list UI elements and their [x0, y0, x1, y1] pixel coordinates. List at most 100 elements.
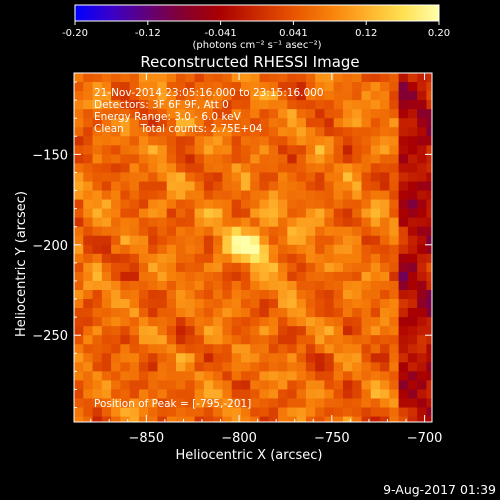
heatmap-cell [129, 109, 140, 119]
heatmap-cell [120, 217, 131, 228]
heatmap-cell [361, 154, 372, 165]
heatmap-cell [407, 190, 418, 201]
heatmap-image [74, 73, 432, 422]
heatmap-cell [148, 163, 159, 174]
heatmap-cell [305, 91, 316, 101]
heatmap-cell [250, 253, 261, 264]
heatmap-cell [278, 217, 288, 228]
heatmap-cell [278, 127, 288, 137]
heatmap-cell [111, 235, 121, 246]
heatmap-cell [203, 335, 214, 345]
heatmap-cell [417, 407, 428, 418]
heatmap-cell [278, 308, 288, 318]
heatmap-cell [176, 172, 186, 183]
heatmap-cell [176, 344, 186, 354]
heatmap-cell [83, 344, 94, 354]
heatmap-cell [129, 344, 140, 354]
heatmap-cell [315, 73, 326, 83]
heatmap-cell [352, 416, 363, 422]
heatmap-cell [222, 163, 233, 174]
heatmap-cell [74, 100, 84, 110]
heatmap-cell [296, 217, 307, 228]
heatmap-cell [203, 100, 214, 110]
heatmap-cell [213, 145, 223, 155]
heatmap-cell [185, 362, 196, 372]
heatmap-cell [296, 235, 307, 246]
heatmap-cell [296, 335, 307, 345]
heatmap-cell [111, 100, 121, 110]
heatmap-cell [83, 82, 94, 92]
heatmap-cell [222, 398, 233, 409]
heatmap-cell [101, 371, 112, 382]
heatmap-cell [305, 262, 316, 273]
heatmap-cell [259, 308, 270, 318]
heatmap-cell [352, 91, 363, 101]
heatmap-cell [305, 118, 316, 128]
heatmap-cell [315, 299, 326, 309]
heatmap-cell [92, 398, 103, 409]
heatmap-cell [166, 362, 177, 372]
heatmap-cell [305, 73, 316, 83]
heatmap-cell [305, 181, 316, 192]
heatmap-cell [342, 217, 353, 228]
heatmap-cell [213, 163, 223, 174]
heatmap-cell [213, 217, 223, 228]
heatmap-cell [407, 380, 418, 391]
heatmap-cell [222, 208, 233, 219]
heatmap-cell [370, 190, 381, 201]
heatmap-cell [324, 109, 335, 119]
heatmap-cell [370, 398, 381, 409]
heatmap-cell [250, 335, 261, 345]
heatmap-cell [138, 118, 149, 128]
heatmap-cell [389, 181, 400, 192]
heatmap-cell [222, 235, 233, 246]
heatmap-cell [296, 299, 307, 309]
heatmap-cell [352, 226, 363, 237]
heatmap-cell [352, 82, 363, 92]
heatmap-cell [231, 244, 242, 255]
heatmap-cell [296, 82, 307, 92]
heatmap-cell [222, 172, 233, 183]
heatmap-cell [92, 190, 103, 201]
heatmap-cell [138, 353, 149, 363]
heatmap-cell [278, 289, 288, 300]
heatmap-cell [240, 190, 251, 201]
heatmap-cell [259, 235, 270, 246]
heatmap-cell [240, 398, 251, 409]
heatmap-cell [185, 253, 196, 264]
heatmap-cell [148, 217, 159, 228]
heatmap-cell [352, 181, 363, 192]
heatmap-cell [398, 289, 409, 300]
heatmap-cell [361, 91, 372, 101]
heatmap-cell [120, 407, 131, 418]
heatmap-cell [417, 172, 428, 183]
heatmap-cell [389, 136, 400, 146]
heatmap-cell [120, 82, 131, 92]
heatmap-cell [389, 308, 400, 318]
heatmap-cell [250, 262, 261, 273]
heatmap-cell [185, 217, 196, 228]
heatmap-cell [315, 335, 326, 345]
heatmap-cell [92, 326, 103, 336]
heatmap-cell [407, 226, 418, 237]
heatmap-cell [259, 208, 270, 219]
heatmap-cell [185, 398, 196, 409]
heatmap-cell [287, 73, 298, 83]
heatmap-cell [380, 181, 390, 192]
heatmap-cell [83, 100, 94, 110]
heatmap-cell [176, 73, 186, 83]
colorbar-tick-label: 0.041 [279, 28, 308, 39]
heatmap-cell [74, 389, 84, 400]
heatmap-cell [194, 317, 205, 327]
heatmap-cell [176, 308, 186, 318]
heatmap-cell [278, 416, 288, 422]
heatmap-cell [129, 280, 140, 291]
heatmap-cell [231, 100, 242, 110]
heatmap-cell [361, 100, 372, 110]
heatmap-cell [185, 326, 196, 336]
heatmap-cell [240, 82, 251, 92]
heatmap-cell [231, 371, 242, 382]
heatmap-cell [231, 280, 242, 291]
heatmap-cell [222, 289, 233, 300]
heatmap-cell [380, 416, 390, 422]
